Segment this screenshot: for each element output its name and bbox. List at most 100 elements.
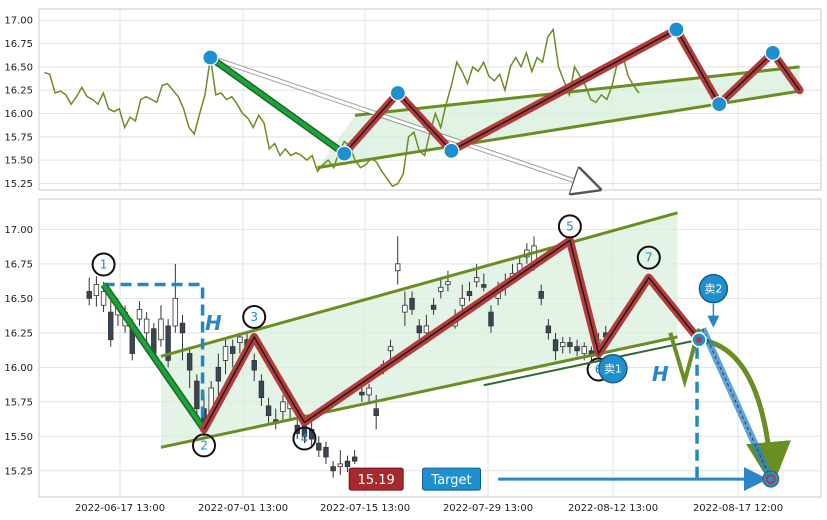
sell-marker-label: 卖2	[704, 283, 722, 296]
candle-body	[488, 311, 494, 327]
candle-body	[395, 263, 401, 272]
pattern-point-marker	[292, 426, 317, 451]
pattern-point	[202, 49, 219, 66]
candle-body	[316, 442, 322, 451]
candle-body	[373, 408, 379, 417]
channel-upper-line	[354, 65, 800, 117]
candle-body	[330, 466, 336, 472]
y-tick-label: 16.25	[4, 328, 33, 339]
target-label: Target	[430, 473, 471, 488]
candle-body	[251, 360, 257, 371]
candle-body	[86, 291, 92, 299]
y-tick-label: 15.25	[4, 466, 33, 477]
candle-body	[280, 401, 286, 412]
candle-body	[459, 297, 465, 306]
height-label: H	[205, 311, 222, 335]
candle-body	[466, 291, 473, 296]
candle-body	[215, 366, 222, 382]
target-point-core	[765, 474, 776, 485]
candle-body	[552, 339, 559, 352]
candle-body	[430, 304, 437, 310]
candle-body	[323, 446, 329, 458]
pattern-leg-down	[209, 55, 346, 156]
pattern-point-marker	[242, 304, 267, 329]
candle-body	[409, 297, 415, 310]
candle-body	[93, 284, 100, 296]
candle-body	[194, 380, 200, 410]
pattern-point-label: 2	[200, 438, 208, 452]
candle-body	[136, 308, 143, 320]
candle-body	[423, 325, 430, 334]
y-tick-label: 15.75	[4, 397, 33, 408]
x-axis: 2022-06-17 13:00 2022-07-01 13:00 2022-07-…	[75, 503, 783, 514]
candle-body	[158, 318, 164, 341]
pattern-point-marker	[557, 214, 582, 239]
sell-marker	[598, 353, 628, 384]
y-tick-label: 16.50	[4, 294, 33, 305]
upper-panel: 15.25 15.50 15.75 16.00 16.25 16.50 16.75 17.00	[4, 8, 822, 190]
y-tick-label: 15.50	[4, 432, 33, 443]
candle-body	[560, 342, 566, 348]
candle-body	[165, 325, 171, 361]
candle-body	[438, 286, 444, 292]
y-tick-label: 15.75	[4, 132, 33, 143]
height-label: H	[652, 362, 669, 386]
candle-body	[359, 391, 365, 396]
y-tick-label: 16.75	[4, 39, 33, 50]
pattern-point-label: 1	[100, 258, 108, 272]
pattern-point	[336, 145, 353, 162]
pattern-point-label: 7	[645, 251, 653, 265]
pattern-point-label: 3	[250, 310, 258, 324]
candle-body	[387, 346, 394, 352]
pattern-point-marker	[636, 245, 661, 270]
candle-body	[416, 325, 422, 334]
candle-body	[402, 304, 408, 313]
candle-body	[337, 463, 344, 468]
target-point	[762, 470, 780, 488]
candle-body	[481, 284, 487, 288]
pattern-point-label: 4	[301, 432, 309, 446]
candle-body	[100, 291, 107, 306]
sell-marker-label: 卖1	[604, 363, 622, 376]
candle-body	[366, 387, 372, 396]
channel-lower-line	[160, 335, 678, 449]
x-tick-label: 2022-07-29 13:00	[443, 503, 533, 514]
candle-body	[567, 342, 573, 348]
breakout-line	[483, 338, 700, 387]
candle-body	[581, 346, 587, 354]
sell-marker	[698, 273, 729, 304]
price-label-box	[348, 467, 404, 491]
candle-body	[237, 336, 243, 343]
candle-body	[265, 405, 272, 417]
x-tick-label: 2022-08-17 12:00	[693, 503, 783, 514]
candle-body	[172, 297, 179, 327]
x-tick-label: 2022-07-01 13:00	[198, 503, 288, 514]
breakout-point-core	[696, 336, 703, 343]
height-measure-dashed	[103, 282, 205, 430]
y-tick-label: 16.75	[4, 259, 33, 270]
candle-body	[258, 380, 265, 399]
pattern-zigzag-core	[203, 239, 700, 430]
target-label-box	[422, 467, 482, 491]
candle-body	[445, 281, 451, 285]
pattern-point-marker	[91, 252, 116, 277]
target-diagonal	[699, 327, 774, 481]
candle-body	[538, 291, 544, 299]
candle-body	[574, 346, 580, 352]
y-tick-label: 15.50	[4, 156, 33, 167]
candle-body	[344, 460, 351, 468]
y-tick-label: 15.25	[4, 179, 33, 190]
pattern-point	[443, 142, 460, 159]
pattern-point	[711, 96, 728, 113]
candle-body	[545, 325, 552, 334]
candle-body	[473, 277, 480, 283]
channel-upper-line	[160, 211, 678, 358]
x-tick-label: 2022-07-15 13:00	[320, 503, 410, 514]
y-tick-label: 16.00	[4, 363, 33, 374]
channel-area	[317, 66, 800, 168]
candle-body	[351, 456, 358, 462]
x-tick-label: 2022-06-17 13:00	[75, 503, 165, 514]
candle-body	[186, 353, 193, 371]
y-tick-label: 17.00	[4, 225, 33, 236]
